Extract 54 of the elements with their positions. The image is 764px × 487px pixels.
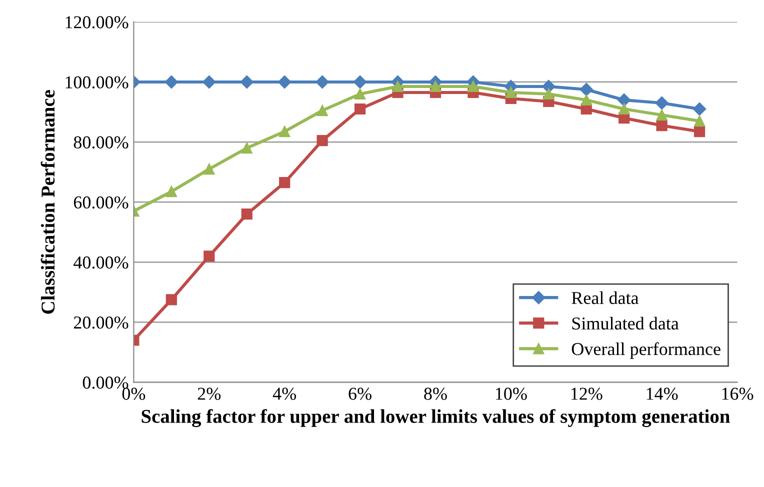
point [694,115,706,127]
point [656,109,668,121]
legend-label: Overall performance [572,342,720,359]
point [656,120,668,132]
point [354,88,366,100]
point [240,75,254,89]
y-axis-title: Classification Performance [40,90,55,314]
point [164,75,178,89]
point [353,75,367,89]
point [618,93,631,107]
point [166,186,177,198]
point [505,86,516,98]
point [655,96,668,110]
point [694,126,706,138]
y-tick-label: 100.00% [66,76,128,88]
point [202,75,216,89]
point [204,164,215,175]
point [430,80,442,92]
x-tick-label: 16% [722,388,754,400]
y-tick-label: 40.00% [74,256,128,269]
point [278,75,292,89]
point [580,82,593,96]
y-tick-label: 80.00% [74,136,128,149]
point [692,102,706,116]
y-tick-label: 120.00% [66,16,128,28]
x-tick-label: 4% [272,388,296,400]
point [279,126,290,138]
x-tick-label: 10% [496,388,527,400]
point [468,80,479,92]
point [241,142,252,154]
point [316,75,329,89]
y-tick-label: 20.00% [74,316,128,329]
point [316,104,328,116]
x-tick-label: 6% [348,388,372,400]
point [354,103,366,115]
point [241,208,252,220]
point [618,103,630,115]
x-axis-title: Scaling factor for upper and lower limits values of symptom generation [142,409,730,428]
point [543,88,554,100]
legend-label: Real data [572,291,639,304]
x-tick-label: 12% [571,388,602,400]
x-tick-label: 2% [198,388,221,400]
point [166,294,177,306]
y-tick-label: 0.00% [82,376,128,389]
y-tick-label: 60.00% [74,196,128,209]
point [316,134,328,146]
point [279,177,290,188]
x-tick-label: 8% [424,388,447,400]
point [204,250,215,262]
legend-label: Simulated data [572,316,679,330]
x-tick-label: 0% [122,388,146,400]
point [580,94,592,106]
point [392,80,404,92]
x-tick-label: 14% [646,388,678,400]
